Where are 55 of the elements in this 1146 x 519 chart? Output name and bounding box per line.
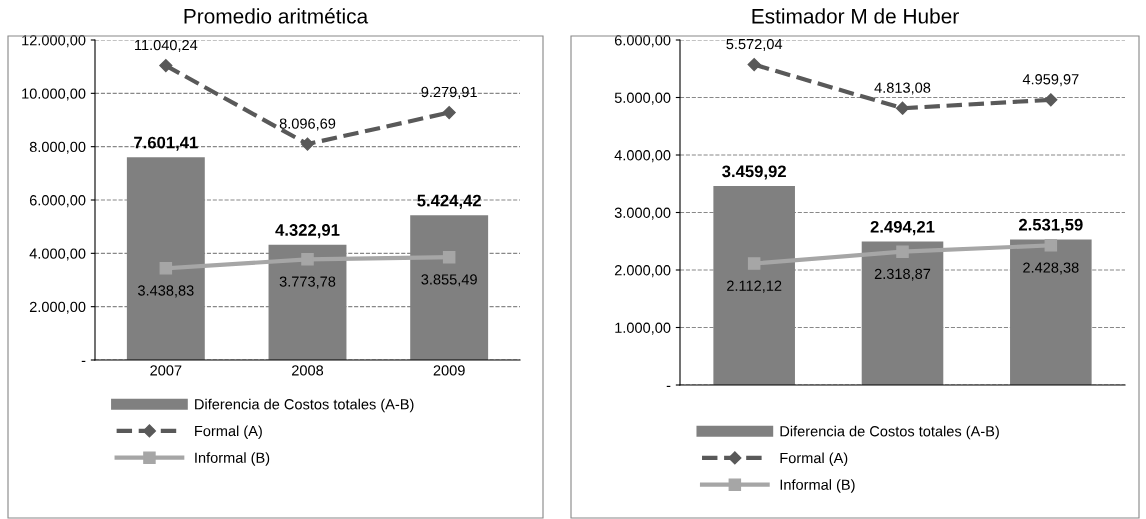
- x-tick-label: 2007: [150, 365, 182, 376]
- data-label: 3.855,49: [421, 274, 477, 287]
- data-label: 9.279,91: [421, 86, 477, 99]
- data-label: 3.438,83: [138, 285, 194, 298]
- y-tick-label: 3.000,00: [614, 207, 671, 220]
- x-tick-label: 2008: [292, 365, 324, 376]
- point: [442, 105, 456, 120]
- legend-label: Formal (A): [780, 452, 848, 467]
- legend-label: Diferencia de Costos totales (A-B): [780, 425, 999, 440]
- data-label: 5.572,04: [726, 38, 783, 51]
- point: [300, 137, 315, 151]
- data-label: 3.459,92: [722, 165, 786, 180]
- point: [1044, 239, 1058, 252]
- chart-title: Estimador M de Huber: [752, 8, 959, 24]
- point: [159, 59, 173, 73]
- data-label: 8.096,69: [279, 118, 336, 131]
- data-label: 5.424,42: [417, 194, 481, 209]
- data-label: 4.322,91: [275, 224, 340, 239]
- point: [301, 253, 314, 266]
- legend-label: Diferencia de Costos totales (A-B): [195, 398, 414, 413]
- chart-title: Promedio aritmética: [184, 8, 369, 24]
- legend-label: Informal (B): [780, 479, 855, 493]
- data-label: 4.813,08: [874, 82, 931, 95]
- y-tick-label: 4.000,00: [614, 150, 671, 163]
- y-tick-label: 2.000,00: [29, 301, 86, 314]
- y-tick-label: 6.000,00: [29, 195, 86, 208]
- y-tick-label: -: [81, 360, 86, 362]
- point: [747, 58, 761, 72]
- y-tick-label: 2.000,00: [614, 265, 671, 278]
- data-label: 11.040,24: [135, 39, 198, 52]
- y-tick-label: 8.000,00: [29, 141, 86, 154]
- data-label: 2.531,59: [1018, 218, 1083, 233]
- y-tick-label: 12.000,00: [22, 35, 86, 48]
- point: [895, 101, 910, 115]
- point: [442, 250, 456, 264]
- data-label: 4.959,97: [1022, 74, 1079, 87]
- y-tick-label: 10.000,00: [22, 88, 86, 101]
- point: [159, 262, 173, 275]
- y-tick-label: 5.000,00: [614, 92, 671, 105]
- legend-label: Formal (A): [195, 425, 262, 440]
- data-label: 2.112,12: [727, 280, 782, 293]
- x-tick-label: 2009: [433, 365, 465, 376]
- data-label: 2.428,38: [1023, 262, 1079, 275]
- legend-label: Informal (B): [195, 452, 270, 466]
- y-tick-label: 4.000,00: [29, 248, 86, 261]
- data-label: 2.318,87: [874, 268, 931, 281]
- data-label: 7.601,41: [134, 136, 198, 151]
- point: [896, 245, 909, 258]
- data-label: 3.773,78: [279, 276, 336, 289]
- y-tick-label: 1.000,00: [615, 322, 671, 335]
- point: [747, 257, 761, 270]
- y-tick-label: 6.000,00: [614, 35, 671, 48]
- y-tick-label: -: [666, 385, 671, 387]
- point: [1044, 93, 1058, 107]
- data-label: 2.494,21: [870, 220, 935, 236]
